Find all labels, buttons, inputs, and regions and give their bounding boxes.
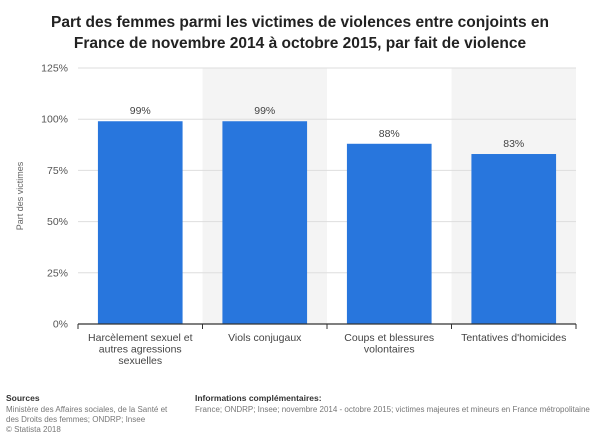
chart-title: Part des femmes parmi les victimes de vi… (20, 12, 580, 54)
bar (346, 143, 432, 324)
y-tick-label: 75% (47, 165, 68, 177)
y-tick-label: 0% (53, 319, 68, 331)
x-tick-label: sexuelles (118, 355, 162, 367)
value-label: 88% (379, 128, 400, 140)
x-tick-label: Viols conjugaux (228, 332, 302, 344)
chart-title-line-1: Part des femmes parmi les victimes de vi… (51, 14, 549, 31)
y-tick-label: 25% (47, 267, 68, 279)
sources-line-1: Ministère des Affaires sociales, de la S… (6, 405, 168, 414)
sources-heading: Sources (6, 393, 40, 403)
bar (97, 121, 183, 324)
info-text: France; ONDRP; Insee; novembre 2014 - oc… (195, 405, 590, 414)
value-label: 99% (130, 105, 151, 117)
value-label: 83% (503, 138, 524, 150)
value-label: 99% (254, 105, 275, 117)
sources-line-2: des Droits des femmes; ONDRP; Insee (6, 415, 146, 424)
y-tick-label: 125% (41, 63, 68, 75)
x-tick-label: autres agressions (99, 344, 182, 356)
x-tick-label: Harcèlement sexuel et (88, 332, 193, 344)
x-tick-label: volontaires (364, 344, 415, 356)
copyright: © Statista 2018 (6, 425, 61, 434)
bar (471, 154, 557, 324)
y-axis-label: Part des victimes (15, 161, 25, 231)
info-block: Informations complémentaires: France; ON… (195, 393, 595, 415)
sources-block: Sources Ministère des Affaires sociales,… (6, 393, 191, 435)
x-tick-label: Tentatives d'homicides (461, 332, 566, 344)
x-tick-label: Coups et blessures (344, 332, 434, 344)
info-heading: Informations complémentaires: (195, 393, 322, 403)
y-tick-label: 100% (41, 114, 68, 126)
chart-title-line-2: France de novembre 2014 à octobre 2015, … (73, 35, 527, 52)
bar (222, 121, 308, 324)
bar-chart: 0% 25% 50% 75% 100% 125% 99% Harcèlement sexuel… (41, 63, 577, 367)
y-tick-label: 50% (47, 216, 68, 228)
